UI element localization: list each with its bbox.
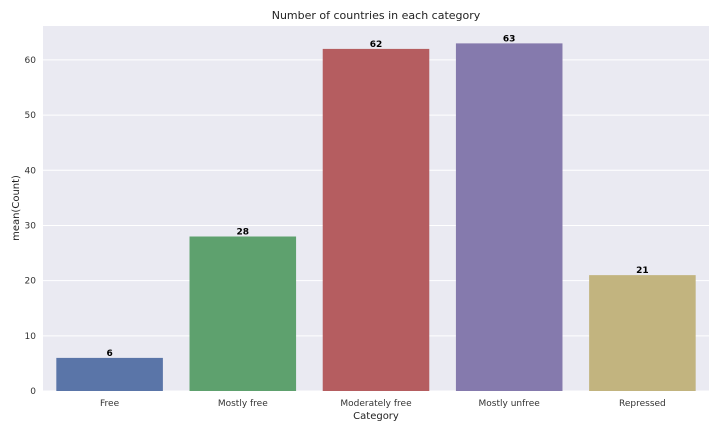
bar-repressed — [589, 275, 696, 391]
x-tick-label: Mostly free — [218, 399, 268, 409]
chart-title: Number of countries in each category — [272, 9, 481, 22]
y-tick-label: 40 — [25, 166, 37, 176]
bar-mostly-unfree — [455, 43, 563, 391]
bar-mostly-free — [189, 236, 297, 391]
y-tick-label: 50 — [25, 111, 37, 121]
x-axis-label: Category — [353, 411, 399, 422]
y-tick-label: 20 — [25, 277, 37, 287]
y-tick-label: 60 — [25, 56, 37, 66]
x-tick-label: Free — [100, 399, 120, 409]
y-axis-label: mean(Count) — [11, 175, 22, 241]
y-tick-label: 30 — [25, 221, 37, 231]
bar-value-label: 28 — [237, 228, 250, 238]
bar-moderately-free — [322, 48, 430, 392]
y-tick-label: 10 — [25, 332, 37, 342]
x-tick-label: Mostly unfree — [479, 399, 541, 409]
bar-value-label: 6 — [106, 349, 112, 359]
bars — [56, 43, 696, 392]
x-tick-label: Moderately free — [340, 399, 412, 409]
bar-value-label: 63 — [503, 34, 516, 44]
bar-free — [56, 357, 163, 391]
y-axis-ticks: 0 10 20 30 40 50 60 — [25, 56, 37, 397]
data-labels: 6 28 62 63 21 — [106, 34, 648, 359]
x-axis-ticks: Free Mostly free Moderately free Mostly unf… — [100, 399, 666, 409]
x-tick-label: Repressed — [619, 399, 666, 409]
bar-value-label: 62 — [370, 40, 383, 50]
y-tick-label: 0 — [30, 387, 36, 397]
bar-value-label: 21 — [636, 266, 649, 276]
